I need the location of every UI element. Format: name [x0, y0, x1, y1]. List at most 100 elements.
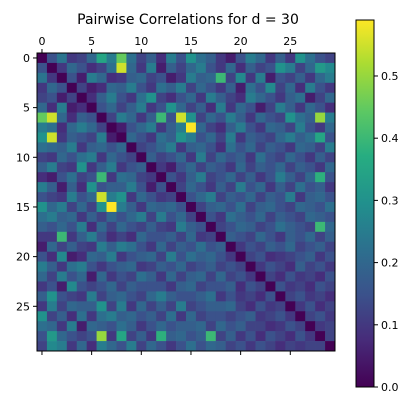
heatmap-cell	[315, 92, 326, 104]
heatmap-cell	[315, 122, 326, 133]
heatmap-cell	[176, 331, 187, 342]
heatmap-cell	[195, 241, 207, 253]
heatmap-cell	[225, 241, 237, 253]
heatmap-cell	[325, 112, 336, 123]
heatmap-cell	[46, 172, 58, 183]
heatmap-cell	[255, 251, 266, 262]
heatmap-cell	[265, 301, 276, 312]
heatmap-cell	[166, 261, 177, 272]
heatmap-cell	[245, 152, 256, 163]
heatmap-cell	[76, 162, 88, 173]
heatmap-cell	[186, 182, 197, 193]
heatmap-cell	[116, 202, 127, 213]
heatmap-cell	[235, 112, 246, 123]
heatmap-cell	[46, 231, 58, 243]
heatmap-cell	[245, 102, 256, 113]
heatmap-cell	[86, 341, 97, 352]
heatmap-cell	[116, 152, 127, 163]
heatmap-cell	[295, 53, 306, 64]
heatmap-cell	[186, 301, 197, 312]
heatmap-cell	[255, 53, 266, 64]
heatmap-cell	[96, 321, 107, 332]
heatmap-cell	[56, 53, 68, 64]
heatmap-cell	[275, 211, 286, 223]
heatmap-cell	[46, 341, 58, 352]
heatmap-cell	[225, 211, 237, 223]
heatmap-cell	[265, 72, 276, 84]
heatmap-cell	[156, 62, 167, 74]
heatmap-cell	[215, 211, 227, 223]
heatmap-cell	[126, 291, 137, 302]
heatmap-cell	[66, 112, 78, 123]
heatmap-cell	[86, 221, 97, 233]
heatmap-cell	[116, 102, 127, 113]
heatmap-cell	[37, 271, 48, 282]
heatmap-cell	[285, 62, 296, 74]
heatmap-cell	[66, 211, 78, 223]
heatmap-cell	[235, 291, 246, 302]
heatmap-cell	[96, 331, 107, 342]
heatmap-cell	[166, 162, 177, 173]
heatmap-cell	[205, 211, 217, 223]
heatmap-cell	[225, 112, 237, 123]
heatmap-cell	[96, 291, 107, 302]
heatmap-cell	[146, 261, 157, 272]
heatmap-cell	[315, 142, 326, 153]
heatmap-cell	[295, 142, 306, 153]
heatmap-cell	[305, 341, 316, 352]
heatmap-cell	[37, 301, 48, 312]
chart-title: Pairwise Correlations for d = 30	[77, 12, 299, 28]
heatmap-cell	[255, 211, 266, 223]
heatmap-cell	[76, 132, 88, 143]
heatmap-cell	[76, 53, 88, 64]
heatmap-cell	[126, 122, 137, 133]
heatmap-cell	[205, 301, 217, 312]
heatmap-cell	[245, 241, 256, 253]
heatmap-cell	[295, 271, 306, 282]
heatmap-cell	[315, 241, 326, 253]
heatmap-cell	[56, 311, 68, 322]
heatmap-cell	[235, 132, 246, 143]
heatmap-cell	[275, 261, 286, 272]
heatmap-cell	[275, 311, 286, 322]
heatmap-cell	[86, 281, 97, 292]
heatmap-cell	[136, 251, 147, 262]
heatmap-cell	[66, 53, 78, 64]
heatmap-cell	[116, 271, 127, 282]
heatmap-cell	[186, 152, 197, 163]
heatmap-cell	[225, 251, 237, 262]
heatmap-cell	[76, 291, 88, 302]
heatmap-cell	[205, 341, 217, 352]
heatmap-cell	[305, 182, 316, 193]
heatmap-cell	[106, 301, 117, 312]
heatmap-cell	[265, 132, 276, 143]
heatmap-cell	[166, 82, 177, 94]
heatmap-cell	[96, 192, 107, 203]
heatmap-cell	[215, 241, 227, 253]
heatmap-cell	[116, 251, 127, 262]
heatmap-cell	[76, 62, 88, 74]
heatmap-cell	[76, 241, 88, 253]
heatmap-cell	[166, 172, 177, 183]
heatmap-cell	[156, 172, 167, 183]
heatmap-cell	[166, 301, 177, 312]
heatmap-cell	[106, 112, 117, 123]
heatmap-cell	[186, 172, 197, 183]
heatmap-cell	[66, 301, 78, 312]
heatmap-cell	[225, 53, 237, 64]
heatmap-cell	[205, 92, 217, 104]
heatmap-cell	[195, 162, 207, 173]
heatmap-cell	[146, 132, 157, 143]
heatmap-cell	[156, 271, 167, 282]
heatmap-cell	[285, 261, 296, 272]
heatmap-cell	[46, 102, 58, 113]
heatmap-cell	[66, 321, 78, 332]
heatmap-cell	[76, 112, 88, 123]
colorbar-tick-label: 0.4	[381, 132, 399, 145]
heatmap-cell	[86, 102, 97, 113]
heatmap-cell	[66, 331, 78, 342]
heatmap-cell	[255, 261, 266, 272]
heatmap-cell	[295, 251, 306, 262]
heatmap-cell	[116, 341, 127, 352]
heatmap-cell	[186, 132, 197, 143]
